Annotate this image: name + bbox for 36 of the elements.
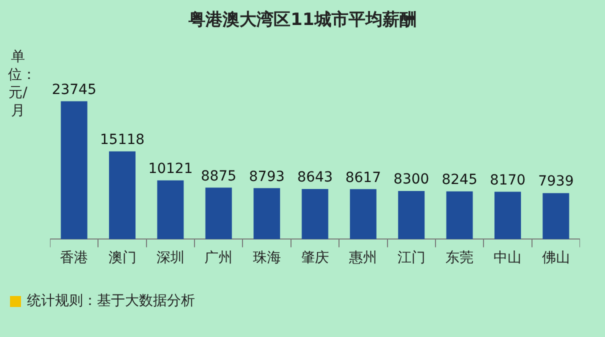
data-label: 8300: [394, 172, 430, 188]
data-label: 10121: [148, 161, 193, 178]
bar: [109, 151, 136, 240]
bar: [398, 190, 425, 240]
x-tick-label: 江门: [397, 250, 426, 266]
bar: [542, 193, 570, 240]
bar: [494, 192, 521, 240]
data-label: 7939: [538, 174, 574, 190]
y-axis-title: 单位：元/月: [8, 48, 36, 120]
x-tick-label: 东莞: [446, 250, 474, 266]
bar: [205, 188, 232, 240]
x-tick-label: 惠州: [348, 250, 378, 266]
bar: [350, 189, 376, 240]
data-label: 8875: [200, 168, 236, 184]
bar: [157, 180, 184, 240]
data-label: 8793: [249, 168, 285, 185]
x-tick-label: 珠海: [252, 250, 281, 266]
data-label: 8245: [442, 172, 478, 188]
x-tick-label: 佛山: [542, 250, 570, 266]
bar: [302, 189, 328, 240]
data-label: 8617: [345, 170, 381, 186]
x-tick-label: 澳门: [108, 250, 136, 266]
x-tick-label: 中山: [494, 250, 522, 266]
data-label: 23745: [52, 82, 96, 98]
x-tick-label: 香港: [60, 250, 88, 266]
x-tick-label: 深圳: [156, 250, 184, 266]
bar: [60, 101, 88, 240]
x-tick-label: 广州: [204, 250, 233, 266]
chart-title: 粤港澳大湾区11城市平均薪酬: [188, 9, 418, 31]
x-tick-label: 肇庆: [301, 250, 329, 266]
data-label: 8170: [490, 172, 526, 188]
text: 统计规则：基于大数据分析: [27, 292, 195, 310]
bar: [254, 188, 280, 240]
bar: [446, 191, 473, 240]
data-label: 8643: [297, 170, 333, 186]
data-label: 15118: [100, 132, 145, 148]
